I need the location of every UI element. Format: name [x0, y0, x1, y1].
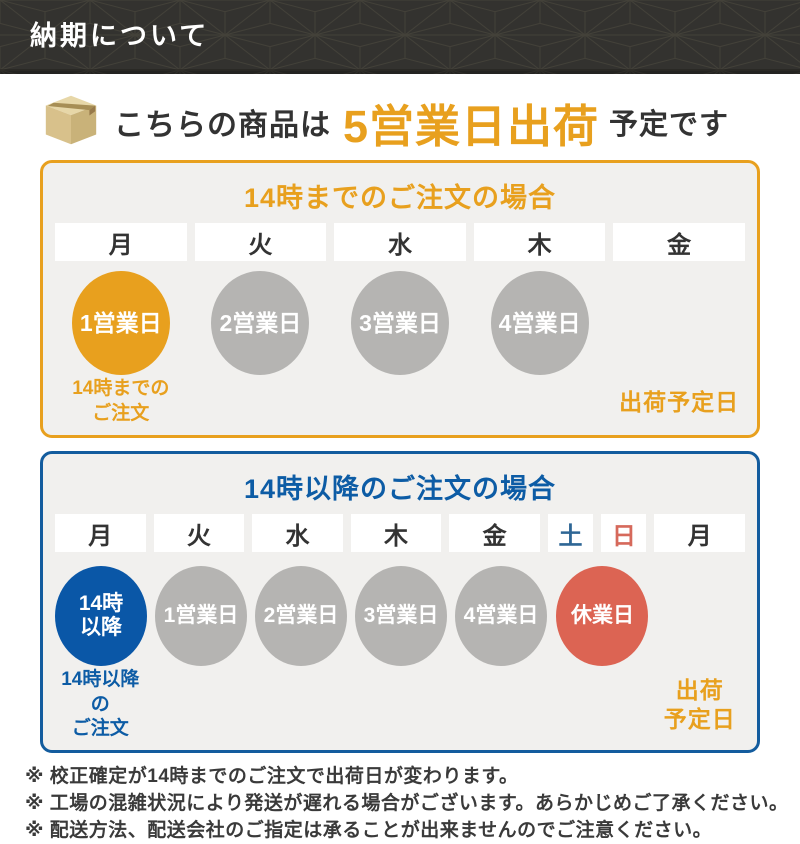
business-day-circle: 2営業日: [211, 271, 310, 375]
order-time-note-line1: 14時以降の: [61, 669, 140, 715]
business-day-circle: 3営業日: [355, 566, 447, 666]
footnote-carrier-selection: ※ 配送方法、配送会社のご指定は承ることが出来ませんのでご注意ください。: [25, 820, 713, 842]
day-cell-tue: 火: [194, 223, 327, 261]
footnotes: ※ 校正確定が14時までのご注文で出荷日が変わります。 ※ 工場の混雑状況により…: [25, 763, 800, 844]
day-cell-sat: 土: [547, 514, 594, 552]
order-time-note-line2: ご注文: [92, 403, 150, 424]
footnote-factory-delay: ※ 工場の混雑状況により発送が遅れる場合がございます。あらかじめご了承ください。: [25, 793, 789, 815]
day-cell-wed: 水: [334, 223, 466, 261]
business-day-circle: 1営業日: [155, 566, 247, 666]
schedule-panel-before14: 14時までのご注文の場合 月 火 水 木 金 1営業日 2営業日 3営業日 4営…: [40, 160, 760, 438]
page-header: 納期について: [0, 0, 800, 74]
day-cell-fri: 金: [449, 514, 540, 552]
schedule-after14-footer-row: 14時以降の ご注文 出荷 予定日: [55, 668, 745, 742]
business-day-circle-row: 1営業日 2営業日 3営業日 4営業日: [55, 271, 745, 375]
order-day-circle: 14時 以降: [55, 566, 147, 666]
order-time-note-line1: 14時までの: [72, 378, 170, 400]
shipping-headline: こちらの商品は 5営業日出荷 予定です: [0, 74, 800, 154]
asanoha-pattern-background: [0, 0, 800, 74]
order-circle-line1: 14時: [78, 591, 124, 615]
day-cell-thu: 木: [350, 514, 442, 552]
empty-circle-cell: [658, 566, 745, 666]
footnote-proof-deadline: ※ 校正確定が14時までのご注文で出荷日が変わります。: [25, 766, 519, 788]
order-time-note: 14時以降の ご注文: [55, 668, 146, 742]
empty-circle-cell: [613, 271, 745, 375]
order-time-note-line2: ご注文: [71, 718, 129, 740]
order-day-circle: 1営業日: [71, 271, 170, 375]
headline-prefix-text: こちらの商品は: [114, 109, 331, 142]
business-day-circle: 2営業日: [255, 566, 347, 666]
schedule-after14-title: 14時以降のご注文の場合: [243, 474, 557, 504]
day-header-row: 月 火 水 木 金 土 日 月: [55, 514, 746, 552]
shipping-date-label-line2: 予定日: [663, 706, 736, 733]
order-time-note: 14時までの ご注文: [72, 377, 169, 426]
day-cell-tue: 火: [153, 514, 245, 552]
day-cell-mon-next: 月: [654, 514, 746, 552]
day-cell-mon: 月: [55, 514, 146, 552]
shipping-date-label-line1: 出荷: [675, 677, 724, 704]
order-circle-line2: 以降: [80, 616, 122, 639]
shipping-date-label: 出荷 予定日: [664, 676, 736, 734]
day-cell-mon: 月: [55, 223, 187, 261]
business-day-circle-row: 14時 以降 1営業日 2営業日 3営業日 4営業日 休業日: [55, 566, 745, 666]
headline-suffix-text: 予定です: [609, 109, 730, 141]
headline-highlight-text: 5営業日出荷: [343, 100, 600, 152]
shipping-date-label: 出荷予定日: [619, 388, 740, 415]
schedule-before14-title: 14時までのご注文の場合: [243, 183, 557, 213]
schedule-before14-footer-row: 14時までの ご注文 出荷予定日: [55, 377, 745, 427]
day-header-row: 月 火 水 木 金: [55, 223, 745, 261]
business-day-circle: 3営業日: [350, 271, 449, 375]
day-cell-fri: 金: [613, 223, 745, 261]
day-cell-thu: 木: [473, 223, 606, 261]
business-day-circle: 4営業日: [455, 566, 547, 666]
day-cell-sun: 日: [601, 514, 647, 552]
cardboard-box-icon: [40, 92, 102, 153]
closed-day-circle: 休業日: [556, 566, 649, 666]
schedule-panel-after14: 14時以降のご注文の場合 月 火 水 木 金 土 日 月 14時 以降 1営業日…: [40, 451, 760, 754]
day-cell-wed: 水: [252, 514, 343, 552]
business-day-circle: 4営業日: [490, 271, 589, 375]
page-title: 納期について: [30, 21, 210, 51]
